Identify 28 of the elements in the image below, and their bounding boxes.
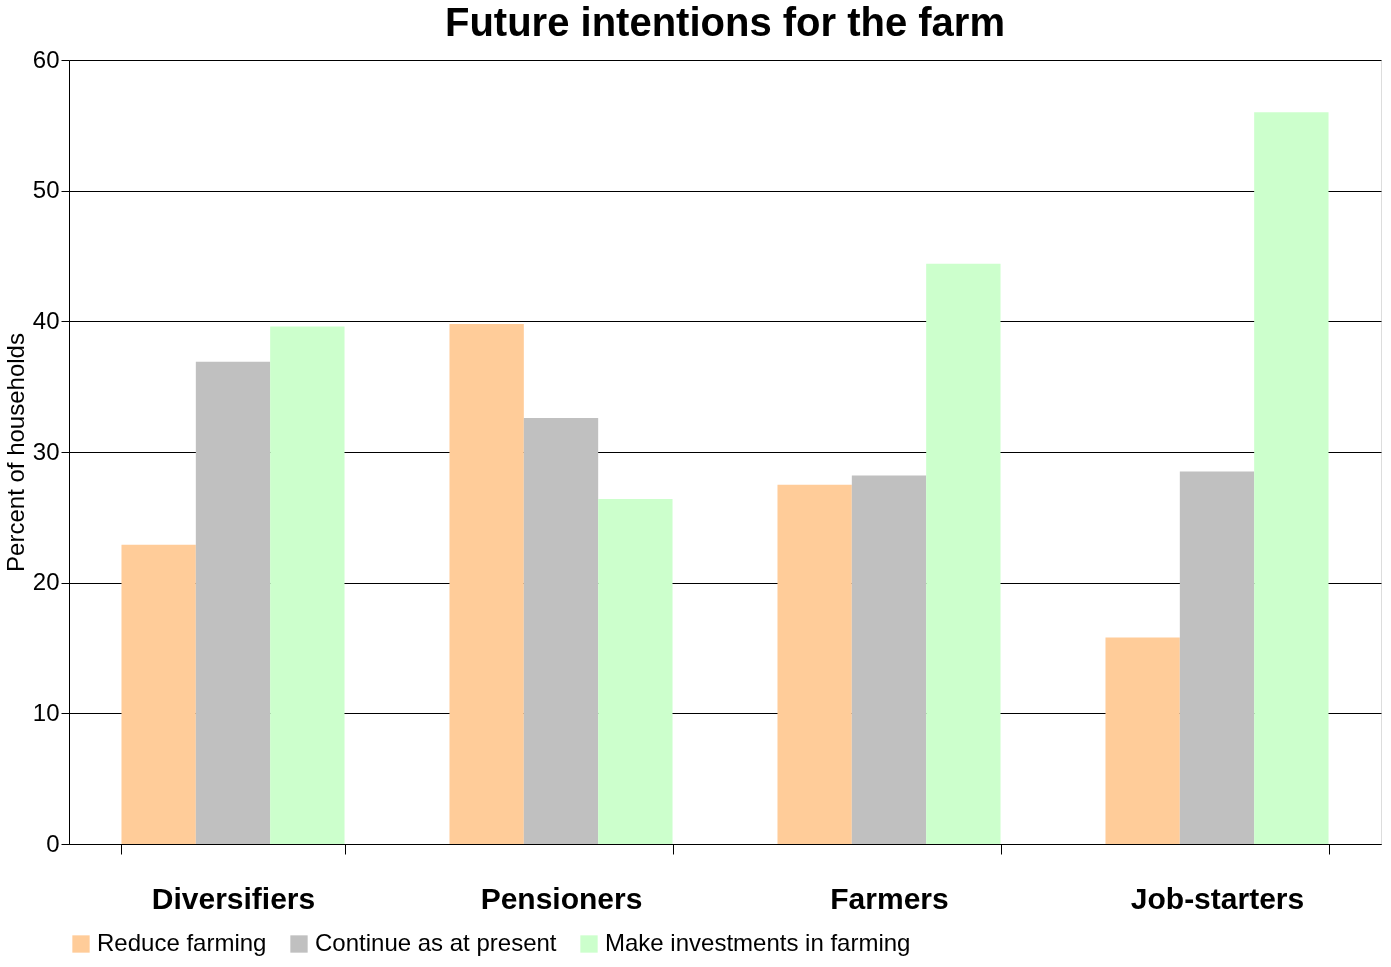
y-tick-label: 20 <box>32 568 60 596</box>
bar <box>523 418 599 844</box>
bar <box>926 263 1001 844</box>
y-tick-label: 40 <box>32 306 60 334</box>
bar <box>1254 112 1329 844</box>
y-tick-label: 30 <box>32 437 60 465</box>
legend-label: Make investments in farming <box>605 929 911 956</box>
y-tick-label: 60 <box>32 45 60 73</box>
y-tick-label: 0 <box>46 829 60 857</box>
x-tick-label: Job-starters <box>1130 881 1305 915</box>
y-axis-title: Percent of households <box>1 333 29 572</box>
legend-label: Continue as at present <box>315 929 557 956</box>
bar <box>195 361 271 844</box>
bar <box>1179 471 1255 844</box>
bar <box>851 475 927 844</box>
y-tick-label: 10 <box>32 698 60 726</box>
bar <box>1105 637 1180 844</box>
bar <box>121 544 196 844</box>
bar <box>270 326 345 844</box>
legend-label: Reduce farming <box>97 929 267 956</box>
y-tick-label: 50 <box>32 176 60 204</box>
bar <box>598 499 673 844</box>
bar <box>449 323 524 844</box>
bar <box>777 484 852 844</box>
x-tick-label: Diversifiers <box>151 881 316 915</box>
x-tick-label: Farmers <box>830 881 949 915</box>
x-tick-label: Pensioners <box>480 881 643 915</box>
chart-title: Future intentions for the farm <box>445 0 1005 44</box>
